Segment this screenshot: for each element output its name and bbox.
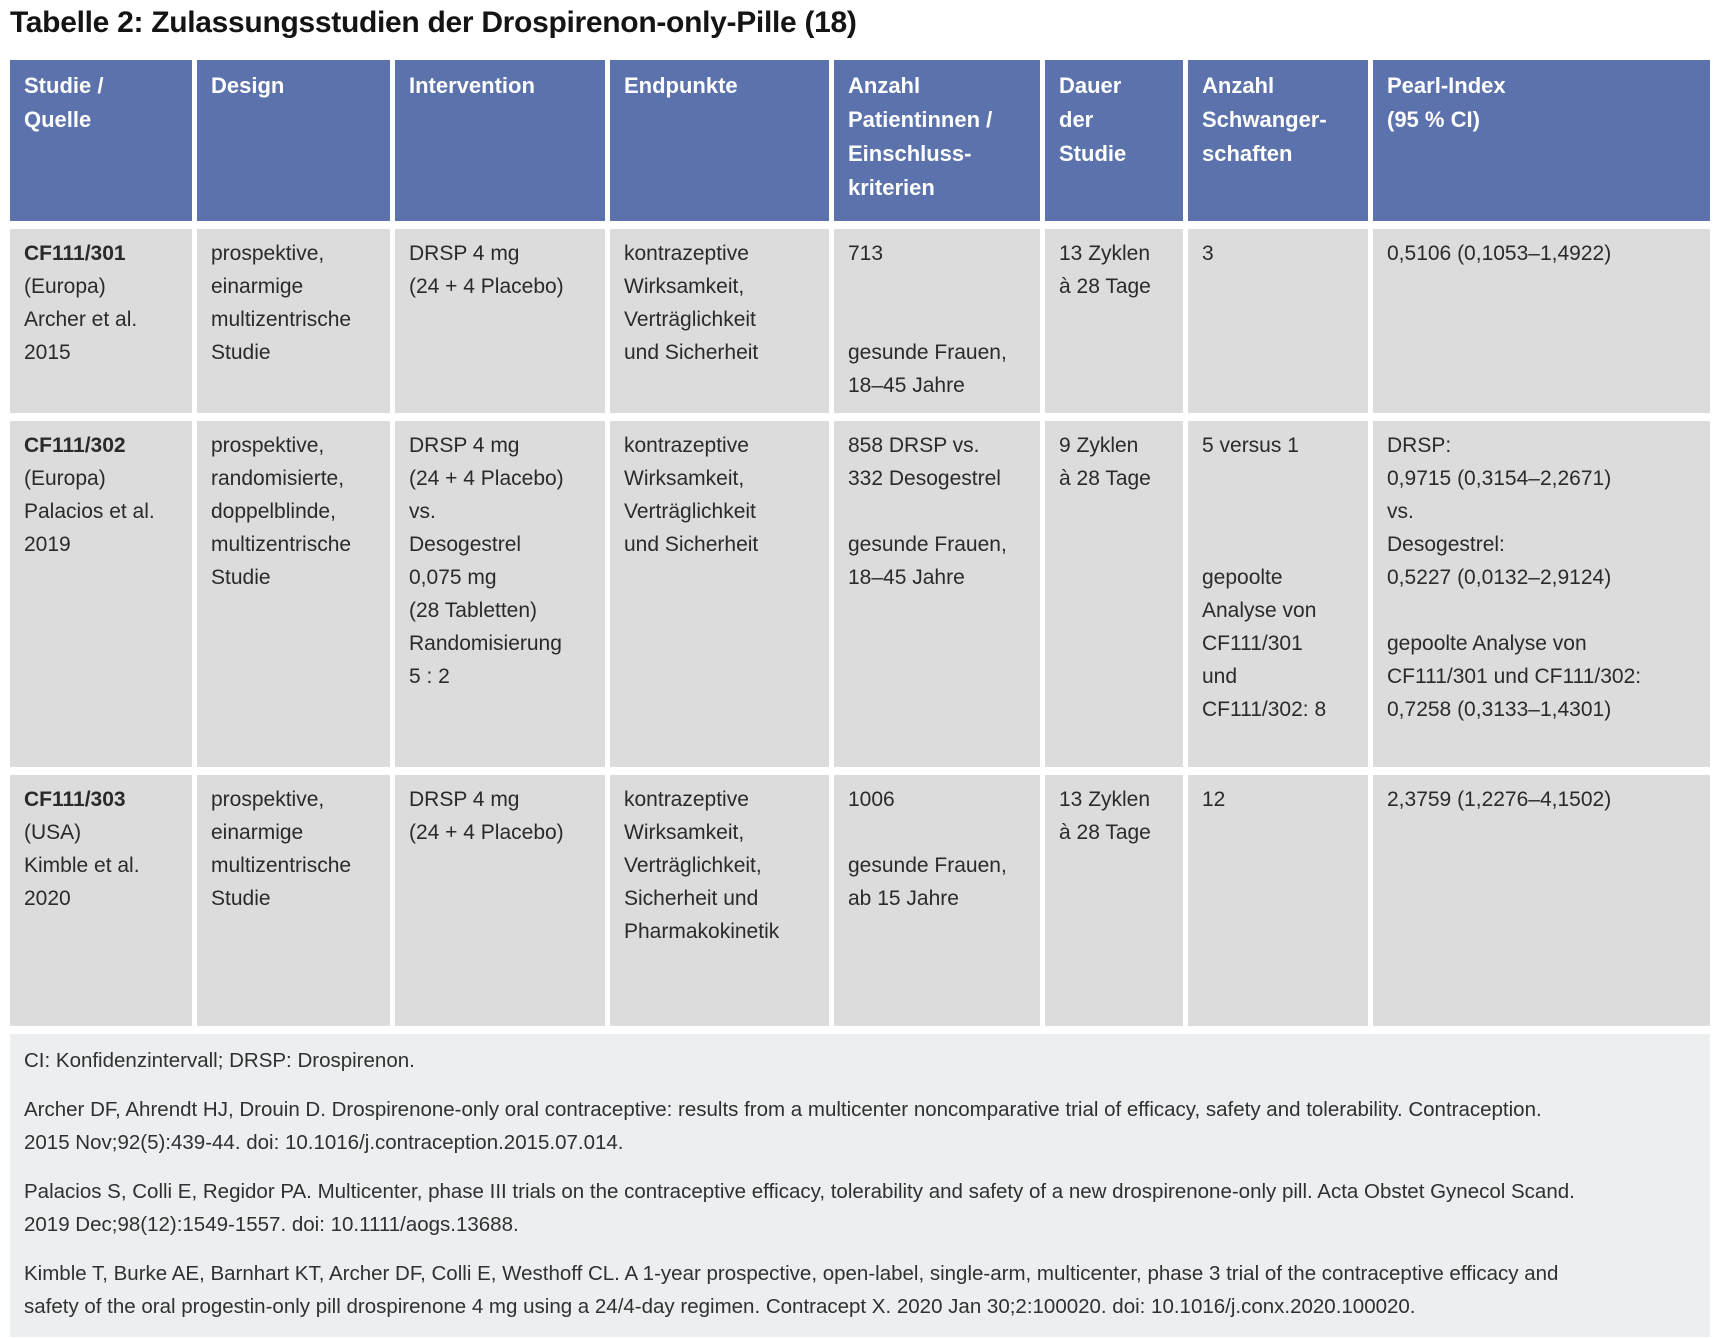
study-id: CF111/302 [24, 434, 126, 457]
cell-design: prospektive, einarmige multizentrische S… [197, 775, 390, 1026]
cell-duration: 13 Zyklen à 28 Tage [1045, 775, 1183, 1026]
cell-pregnancies: 12 [1188, 775, 1368, 1026]
cell-endpoints: kontrazeptive Wirksamkeit, Verträglichke… [610, 775, 829, 1026]
study-source: (USA) Kimble et al. 2020 [24, 821, 140, 910]
cell-pearl-index: 0,5106 (0,1053–1,4922) [1373, 229, 1710, 413]
col-header-anzahl-patientinnen: Anzahl Patientinnen / Einschluss- kriter… [834, 60, 1040, 221]
studies-table: Studie / Quelle Design Intervention Endp… [10, 60, 1710, 1337]
cell-intervention: DRSP 4 mg (24 + 4 Placebo) [395, 229, 605, 413]
cell-patients: 858 DRSP vs. 332 Desogestrel gesunde Fra… [834, 421, 1040, 767]
study-id: CF111/301 [24, 242, 126, 265]
cell-design: prospektive, einarmige multizentrische S… [197, 229, 390, 413]
reference-archer-2015: Archer DF, Ahrendt HJ, Drouin D. Drospir… [24, 1098, 1542, 1154]
cell-intervention: DRSP 4 mg (24 + 4 Placebo) vs. Desogestr… [395, 421, 605, 767]
cell-endpoints: kontrazeptive Wirksamkeit, Verträglichke… [610, 421, 829, 767]
table-footnotes: CI: Konfidenzintervall; DRSP: Drospireno… [10, 1034, 1710, 1337]
cell-study: CF111/301 (Europa) Archer et al. 2015 [10, 229, 192, 413]
col-header-endpunkte: Endpunkte [610, 60, 829, 221]
cell-study: CF111/302 (Europa) Palacios et al. 2019 [10, 421, 192, 767]
col-header-intervention: Intervention [395, 60, 605, 221]
study-id: CF111/303 [24, 788, 126, 811]
cell-pregnancies: 3 [1188, 229, 1368, 413]
col-header-studie-quelle: Studie / Quelle [10, 60, 192, 221]
cell-duration: 9 Zyklen à 28 Tage [1045, 421, 1183, 767]
cell-duration: 13 Zyklen à 28 Tage [1045, 229, 1183, 413]
study-source: (Europa) Archer et al. 2015 [24, 275, 138, 364]
cell-design: prospektive, randomisierte, doppelblinde… [197, 421, 390, 767]
col-header-pearl-index: Pearl-Index (95 % CI) [1373, 60, 1710, 221]
abbreviations-note: CI: Konfidenzintervall; DRSP: Drospireno… [24, 1049, 415, 1072]
reference-kimble-2020: Kimble T, Burke AE, Barnhart KT, Archer … [24, 1262, 1559, 1318]
study-source: (Europa) Palacios et al. 2019 [24, 467, 155, 556]
col-header-dauer-der-studie: Dauer der Studie [1045, 60, 1183, 221]
cell-study: CF111/303 (USA) Kimble et al. 2020 [10, 775, 192, 1026]
cell-pregnancies: 5 versus 1 gepoolte Analyse von CF111/30… [1188, 421, 1368, 767]
cell-pearl-index: DRSP: 0,9715 (0,3154–2,2671) vs. Desoges… [1373, 421, 1710, 767]
cell-patients: 1006 gesunde Frauen, ab 15 Jahre [834, 775, 1040, 1026]
cell-pearl-index: 2,3759 (1,2276–4,1502) [1373, 775, 1710, 1026]
col-header-anzahl-schwangerschaften: Anzahl Schwanger- schaften [1188, 60, 1368, 221]
table-title: Tabelle 2: Zulassungsstudien der Drospir… [10, 6, 857, 39]
table-grid: Studie / Quelle Design Intervention Endp… [10, 60, 1710, 1026]
cell-intervention: DRSP 4 mg (24 + 4 Placebo) [395, 775, 605, 1026]
col-header-design: Design [197, 60, 390, 221]
cell-endpoints: kontrazeptive Wirksamkeit, Verträglichke… [610, 229, 829, 413]
reference-palacios-2019: Palacios S, Colli E, Regidor PA. Multice… [24, 1180, 1575, 1236]
cell-patients: 713 gesunde Frauen, 18–45 Jahre [834, 229, 1040, 413]
